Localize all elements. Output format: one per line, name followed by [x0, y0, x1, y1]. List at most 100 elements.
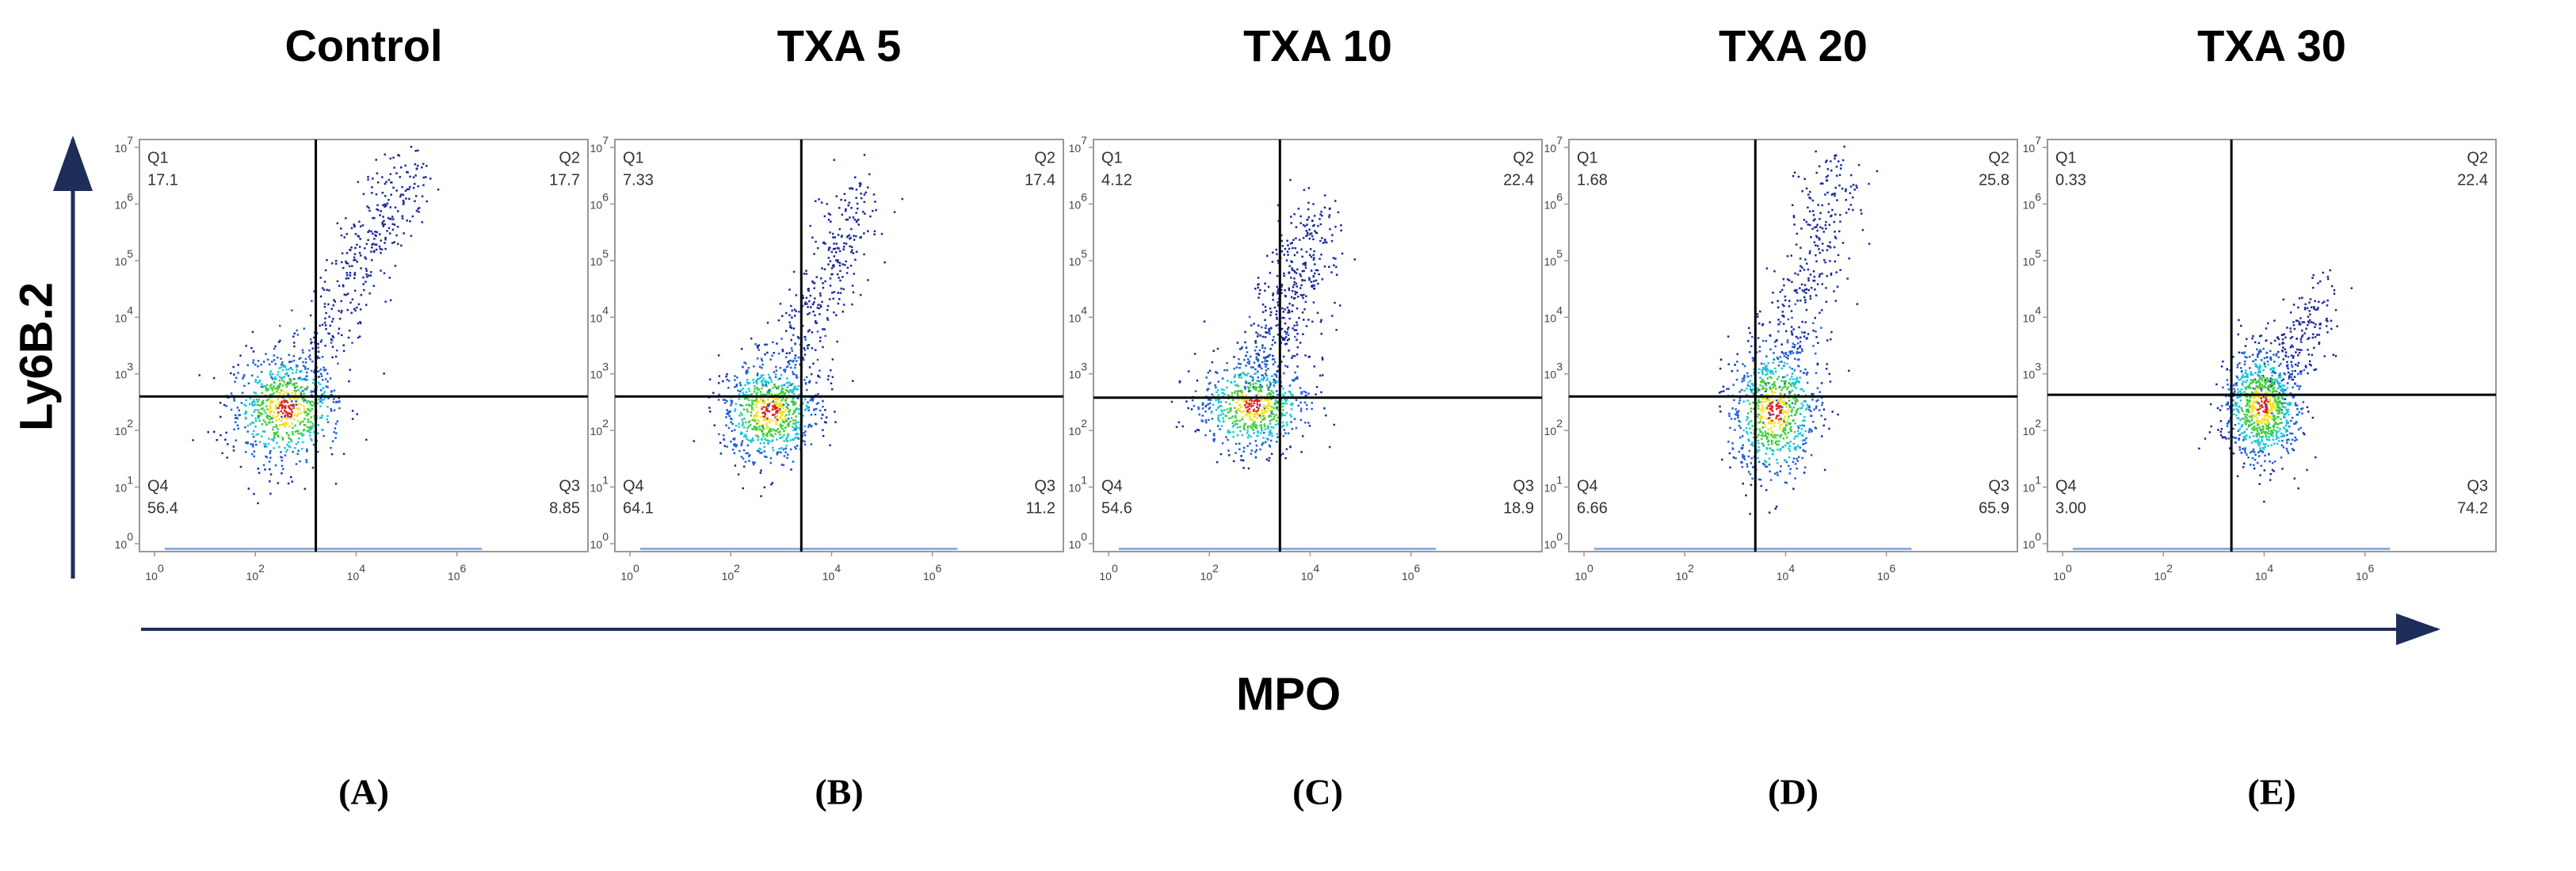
dot [335, 483, 338, 485]
dot [771, 380, 773, 383]
tick-label: 104 [822, 562, 841, 583]
dot [784, 416, 787, 418]
dot [1799, 413, 1802, 415]
dot [1296, 333, 1299, 335]
tick-label: 106 [1544, 190, 1563, 211]
dot [253, 493, 255, 495]
dot [2293, 324, 2296, 327]
dot [1311, 281, 1313, 284]
dot [742, 423, 744, 426]
dot [764, 450, 766, 453]
dot [760, 495, 762, 498]
dot [2316, 334, 2318, 336]
dot [1214, 438, 1216, 441]
dot [252, 445, 254, 448]
dot [291, 361, 293, 363]
dot [273, 417, 276, 419]
dot [1752, 357, 1754, 360]
dot [1835, 300, 1838, 302]
tick-base: 10 [115, 255, 128, 268]
dot [1780, 471, 1782, 473]
dot [290, 379, 292, 381]
dot [1244, 388, 1246, 390]
dot [334, 390, 336, 392]
dot [1765, 340, 1768, 342]
dot [1269, 414, 1271, 417]
dot [1284, 457, 1287, 460]
tick-exp: 2 [258, 562, 265, 575]
dot [1268, 328, 1270, 330]
dot [2270, 342, 2273, 345]
dot [1284, 254, 1286, 256]
tick-exp: 4 [1081, 304, 1087, 316]
dot [1259, 350, 1261, 352]
dot [1806, 262, 1808, 265]
dot [811, 236, 814, 239]
dot [2238, 352, 2241, 354]
dot [1783, 380, 1785, 383]
dot [1781, 343, 1784, 346]
dot [1767, 399, 1769, 402]
dot [809, 225, 811, 227]
dot [1799, 337, 1802, 339]
dot [1247, 406, 1250, 408]
dot [775, 366, 777, 369]
dot [2257, 388, 2259, 391]
dot [1182, 426, 1185, 428]
dot [1780, 465, 1782, 468]
dot [1810, 411, 1812, 413]
dot [730, 441, 732, 443]
dot [782, 407, 784, 410]
dot [304, 368, 307, 370]
dot [269, 405, 272, 407]
dot [761, 375, 763, 377]
dot [1256, 346, 1258, 349]
dot [1308, 216, 1311, 219]
dot [749, 420, 751, 422]
dot [1809, 211, 1811, 213]
dot [1829, 242, 1831, 244]
tick-base: 10 [590, 425, 603, 437]
dot [319, 405, 322, 407]
dot [1792, 390, 1794, 392]
dot [1271, 412, 1273, 414]
dot [1780, 398, 1783, 400]
dot [1306, 325, 1308, 327]
dot [296, 382, 298, 384]
dot [783, 384, 785, 387]
dot [1784, 411, 1786, 413]
dot [1339, 304, 1341, 307]
dot [1227, 439, 1229, 441]
dot [794, 428, 796, 430]
dot [1796, 379, 1798, 381]
dot [794, 367, 796, 369]
dot [1283, 372, 1285, 375]
dot [334, 427, 337, 430]
dot [1235, 423, 1237, 426]
dot [277, 411, 280, 414]
dot [1216, 461, 1219, 464]
dot [1782, 311, 1784, 313]
dot [1221, 425, 1223, 427]
dot [1304, 354, 1307, 357]
dot [1215, 387, 1217, 389]
dot [308, 350, 311, 352]
dot [795, 403, 797, 405]
dot [1792, 372, 1794, 375]
dot [301, 379, 303, 381]
dot [793, 393, 796, 395]
tick-base: 10 [1544, 481, 1557, 494]
dot [310, 315, 312, 317]
dot [1782, 315, 1784, 317]
tick-label: 101 [1544, 473, 1563, 494]
tick-label: 107 [115, 134, 134, 155]
dot [1261, 375, 1264, 377]
dot [2282, 338, 2284, 341]
dot [256, 399, 258, 401]
dot [1229, 403, 1231, 405]
dot [303, 400, 305, 403]
dot [1245, 395, 1247, 397]
dot [1821, 404, 1823, 407]
dot [1793, 223, 1796, 226]
dot [235, 422, 237, 424]
